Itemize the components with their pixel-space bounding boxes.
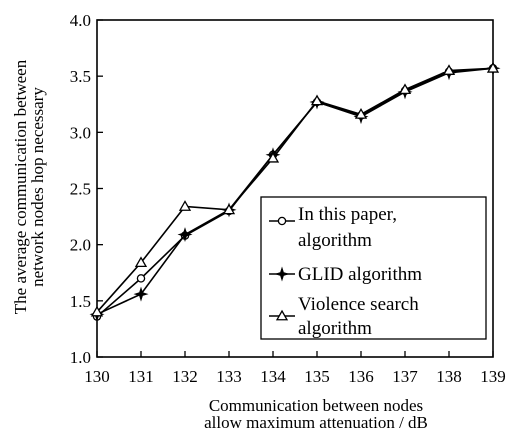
series-violence-search [90, 61, 500, 317]
marker-triangle [354, 108, 368, 119]
x-tick-label: 134 [260, 367, 286, 386]
legend-label: In this paper, [298, 204, 397, 225]
x-tick-label: 130 [84, 367, 110, 386]
x-tick-label: 132 [172, 367, 198, 386]
marker-star [133, 286, 149, 302]
x-tick-label: 137 [392, 367, 418, 386]
marker-triangle [266, 151, 280, 163]
marker-triangle [222, 203, 236, 215]
marker-triangle [486, 61, 500, 73]
marker-star [274, 266, 290, 282]
x-tick-label: 131 [128, 367, 154, 386]
y-axis-label-line-2: network nodes hop necessary [28, 87, 47, 287]
series-line [96, 67, 494, 313]
y-tick-label: 2.5 [70, 180, 91, 199]
y-tick-label: 3.0 [70, 123, 91, 142]
marker-triangle [398, 83, 412, 95]
x-tick-label: 135 [304, 367, 330, 386]
x-axis-label-line-2: allow maximum attenuation / dB [204, 413, 428, 432]
marker-triangle [442, 64, 456, 75]
marker-triangle [134, 256, 148, 268]
marker-circle [277, 216, 287, 226]
marker-triangle [275, 309, 289, 321]
x-tick-label: 139 [480, 367, 506, 386]
legend-box [260, 196, 487, 340]
marker-triangle [178, 200, 192, 211]
y-tick-label: 4.0 [70, 11, 91, 30]
legend: In this paper, algorithm GLID algorithm Vio… [260, 196, 487, 340]
x-tick-label: 136 [348, 367, 374, 386]
plot-axes: 1.0 1.5 2.0 2.5 3.0 3.5 4.0 130 131 132 133 134 135 1… [70, 11, 506, 386]
legend-label: algorithm [298, 230, 372, 251]
legend-label: GLID algorithm [298, 264, 422, 285]
marker-star [177, 227, 193, 243]
legend-label: Violence search [298, 294, 419, 315]
legend-label: algorithm [298, 318, 372, 339]
marker-triangle [310, 94, 324, 106]
x-axis-label-line-1: Communication between nodes [209, 396, 423, 415]
x-tick-label: 138 [436, 367, 462, 386]
x-tick-label: 133 [216, 367, 242, 386]
y-tick-label: 3.5 [70, 67, 91, 86]
y-axis-label-line-1: The average communication between [11, 59, 30, 314]
marker-circle [136, 274, 146, 283]
y-tick-label: 1.5 [70, 292, 91, 311]
marker-triangle [90, 305, 104, 317]
y-tick-label: 1.0 [70, 348, 91, 367]
y-tick-label: 2.0 [70, 236, 91, 255]
series-layer [89, 60, 501, 322]
